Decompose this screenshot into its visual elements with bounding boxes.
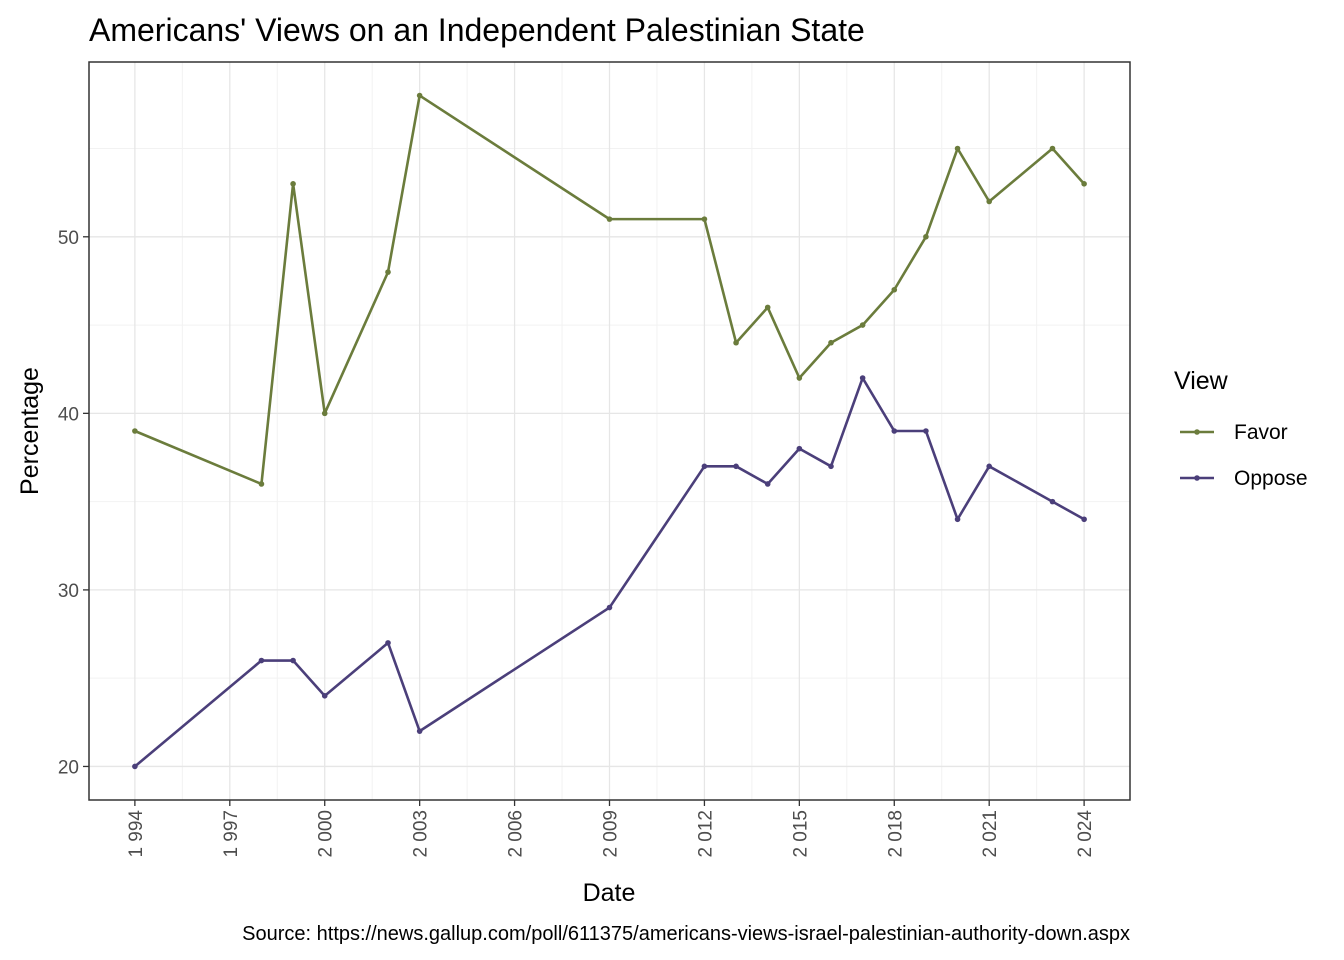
x-tick-label: 2 006	[506, 810, 527, 858]
y-tick-label: 30	[58, 581, 79, 602]
data-point-favor	[606, 216, 613, 222]
legend-title: View	[1174, 367, 1229, 395]
legend-label-favor: Favor	[1234, 421, 1288, 444]
data-point-oppose	[290, 657, 296, 664]
data-point-oppose	[385, 640, 391, 646]
legend-item-oppose: Oppose	[1180, 467, 1308, 490]
y-axis: 20 30 40 50	[58, 228, 89, 778]
y-tick-label: 20	[58, 757, 79, 778]
data-point-oppose	[828, 463, 834, 470]
source-caption: Source: https://news.gallup.com/poll/611…	[242, 923, 1130, 945]
data-point-oppose	[1049, 498, 1056, 505]
data-point-favor	[733, 339, 739, 346]
data-point-oppose	[891, 428, 898, 434]
data-point-favor	[1081, 181, 1087, 187]
y-tick-label: 50	[58, 228, 79, 249]
x-tick-label: 2 012	[695, 810, 716, 858]
chart-title: Americans' Views on an Independent Pales…	[89, 12, 865, 48]
data-point-favor	[1049, 145, 1056, 152]
data-point-oppose	[132, 763, 138, 770]
data-point-oppose	[954, 516, 961, 523]
legend-entries: Favor Oppose	[1180, 421, 1308, 490]
x-axis-title: Date	[583, 879, 636, 907]
data-point-oppose	[859, 375, 866, 381]
data-point-favor	[258, 481, 265, 487]
x-tick-label: 2 015	[790, 810, 811, 858]
data-point-oppose	[1081, 516, 1087, 523]
data-point-oppose	[923, 428, 929, 434]
data-point-favor	[385, 269, 391, 275]
data-point-favor	[923, 233, 929, 240]
legend-label-oppose: Oppose	[1234, 467, 1308, 490]
data-point-favor	[701, 216, 708, 222]
data-point-oppose	[258, 657, 265, 664]
data-point-oppose	[701, 463, 708, 470]
data-point-favor	[796, 375, 803, 381]
data-point-oppose	[986, 463, 992, 470]
legend-key-point-favor	[1194, 429, 1200, 435]
legend-item-favor: Favor	[1180, 421, 1288, 444]
legend-key-point-oppose	[1194, 475, 1200, 481]
data-point-favor	[986, 198, 992, 205]
x-tick-label: 2 003	[411, 810, 432, 858]
x-axis: 1 994 1 997 2 000 2 003 2 006 2 009 2 012 2 015…	[126, 800, 1096, 858]
legend: View Favor Oppose	[1174, 367, 1308, 490]
data-point-favor	[321, 410, 328, 417]
data-point-oppose	[796, 445, 803, 452]
series-layer	[132, 92, 1087, 770]
x-tick-label: 1 994	[126, 810, 147, 858]
data-point-favor	[828, 339, 834, 346]
x-tick-label: 2 021	[980, 810, 1001, 858]
data-point-oppose	[764, 481, 771, 487]
data-point-favor	[954, 145, 961, 152]
major-gridlines	[89, 62, 1130, 800]
data-point-favor	[416, 92, 423, 99]
x-tick-label: 1 997	[221, 810, 242, 858]
data-point-oppose	[321, 693, 328, 699]
data-point-favor	[891, 286, 898, 293]
data-point-oppose	[606, 604, 613, 611]
data-point-oppose	[416, 728, 423, 734]
x-tick-label: 2 000	[316, 810, 337, 858]
x-tick-label: 2 018	[885, 810, 906, 858]
data-point-favor	[859, 322, 866, 328]
data-point-favor	[132, 428, 138, 434]
data-point-favor	[764, 304, 771, 311]
x-tick-label: 2 009	[601, 810, 622, 858]
x-tick-label: 2 024	[1075, 810, 1096, 858]
data-point-oppose	[733, 463, 739, 470]
y-axis-title: Percentage	[16, 367, 44, 495]
y-tick-label: 40	[58, 404, 79, 425]
data-point-favor	[290, 181, 296, 187]
